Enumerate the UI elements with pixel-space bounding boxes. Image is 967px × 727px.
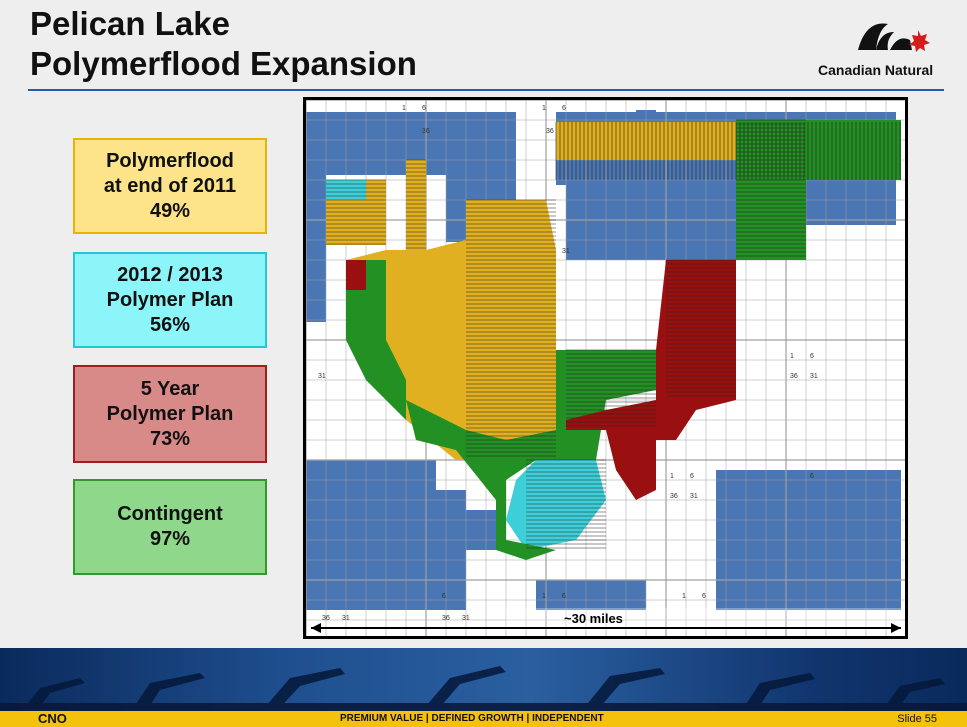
footer-left: CNO	[38, 711, 67, 726]
slide-number: Slide 55	[897, 713, 937, 725]
legend-line2: at end of 2011	[103, 174, 237, 197]
legend-value: 56%	[149, 313, 191, 336]
logo-text: Canadian Natural	[818, 62, 934, 78]
svg-text:36: 36	[790, 373, 798, 380]
svg-text:1: 1	[402, 105, 406, 112]
svg-text:31: 31	[318, 373, 326, 380]
slide-title: Pelican Lake Polymerflood Expansion	[30, 4, 417, 84]
legend-line1: 5 Year	[140, 377, 200, 400]
svg-text:36: 36	[322, 615, 330, 622]
svg-text:6: 6	[810, 473, 814, 480]
legend-line2: Polymer Plan	[106, 402, 234, 425]
footer-bar	[0, 711, 967, 727]
svg-text:6: 6	[562, 105, 566, 112]
svg-text:6: 6	[810, 353, 814, 360]
legend-5-year-plan: 5 Year Polymer Plan 73%	[73, 365, 267, 463]
svg-text:36: 36	[670, 493, 678, 500]
scale-label: ~30 miles	[564, 611, 623, 626]
footer-tagline: PREMIUM VALUE | DEFINED GROWTH | INDEPEN…	[340, 713, 604, 724]
svg-text:6: 6	[422, 105, 426, 112]
svg-text:6: 6	[442, 593, 446, 600]
title-divider	[28, 89, 944, 91]
svg-text:36: 36	[546, 128, 554, 135]
svg-text:31: 31	[462, 615, 470, 622]
svg-text:31: 31	[342, 615, 350, 622]
svg-text:1: 1	[682, 593, 686, 600]
legend-line1: Polymerflood	[106, 149, 234, 172]
svg-text:31: 31	[810, 373, 818, 380]
svg-text:36: 36	[442, 615, 450, 622]
map-graphic: ~30 miles 1 6 1 6 36 36 31 1 6 31 36 31 1 6 36 31 6 6 1 6 1 6…	[306, 100, 905, 636]
svg-text:6: 6	[690, 473, 694, 480]
scale-bar: ~30 miles	[311, 608, 901, 633]
legend-polymerflood-2011: Polymerflood at end of 2011 49%	[73, 138, 267, 234]
svg-text:6: 6	[562, 593, 566, 600]
legend-value: 49%	[149, 199, 191, 222]
svg-text:36: 36	[422, 128, 430, 135]
legend-value: 73%	[149, 427, 191, 450]
svg-text:31: 31	[690, 493, 698, 500]
legend-contingent: Contingent 97%	[73, 479, 267, 575]
legend-line2: Polymer Plan	[106, 288, 234, 311]
svg-text:1: 1	[542, 105, 546, 112]
svg-text:1: 1	[542, 593, 546, 600]
lease-map: ~30 miles 1 6 1 6 36 36 31 1 6 31 36 31 1 6 36 31 6 6 1 6 1 6…	[303, 97, 908, 639]
canadian-natural-logo-icon	[858, 23, 930, 52]
legend-value: 97%	[149, 528, 191, 550]
title-line-2: Polymerflood Expansion	[30, 45, 417, 82]
legend-line1: 2012 / 2013	[117, 263, 223, 286]
title-line-1: Pelican Lake	[30, 5, 230, 42]
pumpjack-banner	[0, 648, 967, 713]
svg-text:1: 1	[670, 473, 674, 480]
svg-text:31: 31	[562, 248, 570, 255]
svg-text:6: 6	[702, 593, 706, 600]
township-labels: 1 6 1 6 36 36 31 1 6 31 36 31 1 6 36 31 6 6 1 6 1 6 36 31 36 31	[318, 105, 818, 622]
svg-text:1: 1	[790, 353, 794, 360]
legend-polymer-plan-2012-2013: 2012 / 2013 Polymer Plan 56%	[73, 252, 267, 348]
well-lines	[326, 119, 901, 549]
legend-line1: Contingent	[117, 503, 223, 525]
